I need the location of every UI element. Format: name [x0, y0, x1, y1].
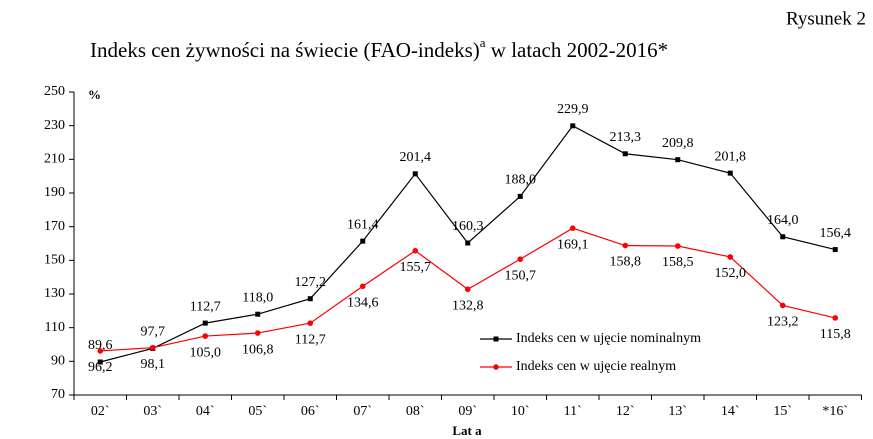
value-label: 127,2: [295, 275, 327, 290]
point: [412, 171, 418, 177]
y-tick-label: 250: [44, 84, 65, 99]
value-label: 123,2: [767, 315, 799, 330]
x-tick-label: 03`: [143, 404, 162, 419]
value-label: 213,3: [610, 130, 642, 145]
legend-marker: [493, 364, 499, 370]
value-label: 209,8: [662, 136, 694, 151]
value-label: 96,2: [88, 360, 113, 375]
value-label: 201,8: [715, 149, 747, 164]
chart-title: Indeks cen żywności na świecie (FAO-inde…: [90, 35, 668, 62]
point: [832, 247, 838, 253]
point: [464, 286, 471, 293]
x-tick-label: 04`: [196, 404, 215, 419]
value-label: 112,7: [190, 299, 221, 314]
point: [149, 344, 156, 351]
value-label: 156,4: [820, 226, 852, 241]
x-tick-label: 13`: [668, 404, 687, 419]
x-tick-label: 14`: [721, 404, 740, 419]
point: [674, 243, 681, 249]
value-label: 152,0: [715, 266, 747, 281]
x-tick-label: 09`: [458, 404, 477, 419]
point: [360, 238, 366, 244]
x-tick-label: 12`: [616, 404, 635, 419]
y-tick-label: 230: [44, 118, 65, 133]
point: [254, 330, 261, 336]
point: [727, 254, 734, 260]
y-tick-label: 90: [51, 354, 65, 369]
value-label: 155,7: [400, 260, 432, 275]
value-label: 201,4: [400, 150, 432, 165]
point: [517, 256, 524, 262]
y-tick-label: 210: [44, 152, 65, 167]
y-tick-label: 150: [44, 253, 65, 268]
point: [779, 302, 786, 309]
point: [622, 242, 629, 249]
value-label: 118,0: [242, 290, 273, 305]
value-label: 188,0: [505, 173, 537, 188]
y-tick-label: 130: [44, 286, 65, 301]
point: [780, 234, 786, 240]
point: [307, 296, 313, 302]
x-tick-label: 07`: [353, 404, 372, 419]
point: [570, 123, 576, 129]
value-label: 164,0: [767, 213, 799, 228]
value-label: 161,4: [347, 217, 379, 232]
value-label: 132,8: [452, 299, 484, 314]
point: [727, 170, 733, 176]
x-tick-label: 08`: [406, 404, 425, 419]
legend-marker: [493, 336, 499, 342]
title-superscript: a: [480, 35, 486, 50]
y-axis-label: %: [88, 87, 101, 102]
value-label: 112,7: [295, 332, 326, 347]
y-tick-label: 70: [51, 387, 65, 402]
value-label: 134,6: [347, 295, 379, 310]
legend-label: Indeks cen w ujęcie nominalnym: [516, 331, 701, 346]
title-main: Indeks cen żywności na świecie (FAO-inde…: [90, 38, 480, 62]
x-tick-label: 05`: [248, 404, 267, 419]
x-axis-label: Lat a: [452, 423, 482, 438]
point: [569, 225, 576, 231]
value-label: 160,3: [452, 219, 484, 234]
x-tick-label: 02`: [91, 404, 110, 419]
value-label: 150,7: [505, 268, 537, 283]
point: [465, 240, 471, 246]
value-label: 158,8: [610, 255, 642, 270]
value-label: 229,9: [557, 102, 589, 117]
value-label: 115,8: [820, 327, 851, 342]
point: [832, 315, 839, 321]
point: [359, 283, 366, 290]
legend-label: Indeks cen w ujęcie realnym: [516, 359, 676, 374]
value-label: 105,0: [190, 345, 222, 360]
point: [97, 359, 103, 365]
point: [97, 348, 104, 354]
figure-label: Rysunek 2: [786, 8, 866, 29]
y-tick-label: 190: [44, 185, 65, 200]
value-label: 169,1: [557, 237, 589, 252]
value-label: 106,8: [242, 342, 274, 357]
point: [675, 157, 681, 163]
point: [202, 333, 209, 339]
point: [622, 151, 628, 157]
x-tick-label: 06`: [301, 404, 320, 419]
value-label: 98,1: [141, 357, 166, 372]
y-tick-label: 170: [44, 219, 65, 234]
title-suffix: w latach 2002-2016*: [486, 38, 669, 62]
point: [517, 193, 523, 199]
x-tick-label: *16`: [822, 404, 848, 419]
point: [202, 320, 208, 326]
point: [307, 320, 314, 326]
x-tick-label: 11`: [564, 404, 582, 419]
point: [412, 247, 419, 254]
value-label: 158,5: [662, 255, 694, 270]
y-tick-label: 110: [45, 320, 65, 335]
value-label: 89,6: [88, 338, 113, 353]
value-label: 97,7: [141, 325, 166, 340]
x-tick-label: 10`: [511, 404, 530, 419]
x-tick-label: 15`: [773, 404, 792, 419]
point: [255, 311, 261, 317]
